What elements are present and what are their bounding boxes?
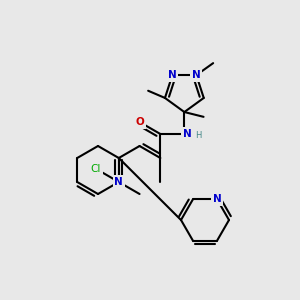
Text: N: N [213, 194, 221, 204]
Text: Cl: Cl [91, 164, 101, 174]
Text: N: N [168, 70, 177, 80]
Text: O: O [135, 117, 144, 127]
Text: N: N [114, 177, 123, 187]
Text: N: N [183, 129, 192, 139]
Text: H: H [196, 131, 202, 140]
Text: N: N [192, 70, 201, 80]
